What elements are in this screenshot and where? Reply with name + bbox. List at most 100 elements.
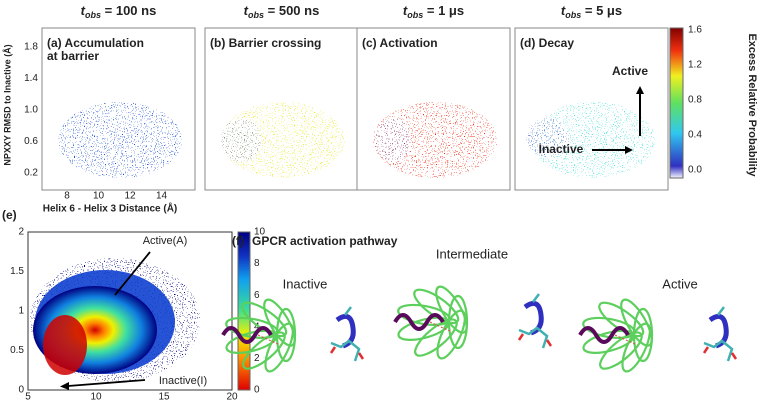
point-cloud [221,118,261,162]
stick [518,293,549,349]
annotation: Active(A) [143,235,188,247]
distance-line [429,321,453,333]
title-rest: = 100 ns [101,3,156,18]
stick [523,300,544,336]
scatter-panel: tobs = 5 μs (d) Decay [514,3,669,191]
motif-sticks [702,306,738,362]
y-tick-label: 1.0 [24,105,38,116]
annotation: Inactive [539,142,584,156]
y-tick-label: 0.6 [24,136,38,147]
protein-structure [578,298,738,373]
state-label: Inactive [283,276,328,291]
title-sub: obs [85,10,101,20]
panel-title: tobs = 100 ns [81,3,157,20]
stick [708,313,729,349]
arrow [114,251,151,296]
colorbar [669,27,684,179]
panel-label: (c) Activation [362,36,438,50]
helix [582,316,636,339]
title-rest: = 1 μs [423,3,464,18]
helix [413,288,460,325]
arrowhead [636,86,644,94]
x-axis-label: Helix 6 - Helix 3 Distance (Å) [43,202,178,215]
helix [599,331,643,370]
x-tick-label: 10 [90,392,102,402]
panel-title: GPCR activation pathway [252,234,398,248]
x-tick-label: 20 [226,392,238,402]
title-rest: = 5 μs [581,3,622,18]
x-tick-label: 14 [156,191,168,202]
stick [517,333,553,347]
helix [620,298,653,347]
protein-structure [393,285,553,360]
helix [397,303,451,326]
stick [702,346,738,360]
helix [435,285,468,334]
annotation: Inactive(I) [159,375,207,387]
y-tick-label: 1.8 [24,42,38,53]
colorbar-tick-label: 10 [254,227,266,238]
stick [329,346,365,360]
annotation-sub: 1 [640,148,645,158]
point-cloud [526,118,570,158]
stick [335,313,356,349]
y-tick-label: 0.5 [10,345,24,356]
title-t: t [403,3,408,18]
title-sub: obs [407,10,423,20]
panel-label: (d) Decay [520,36,574,50]
colorbar-tick-label: 6 [254,290,260,301]
panel-title: tobs = 1 μs [403,3,464,20]
title-t: t [81,3,86,18]
y-tick-label: 0 [18,385,24,396]
y-tick-label: 1.5 [10,266,24,277]
colorbar-label: Excess Relative Probability [746,33,758,177]
colorbar-tick-label: 8 [254,258,260,269]
panel-label: (e) [2,208,17,222]
colorbar-tick-label: 4 [254,321,260,332]
x-tick-label: 10 [93,191,105,202]
motif-sticks [517,293,553,349]
y-tick-label: 1 [18,306,24,317]
motif-sticks [329,306,365,362]
panel-label: (b) Barrier crossing [210,36,321,50]
helix [225,316,279,339]
colorbar-tick-label: 1.6 [688,25,702,36]
panel-label: at barrier [47,49,99,63]
panel-label: (f) [232,234,244,248]
y-tick-label: 0.2 [24,168,38,179]
point-cloud-dense [68,132,172,164]
helix [598,301,645,338]
colorbar-tick-label: 1.2 [688,60,702,71]
panel-title: tobs = 500 ns [244,3,320,20]
helix-highlight [393,313,445,331]
helix-highlight [221,326,273,344]
colorbar-tick-label: 0 [254,385,260,396]
colorbar-tick-label: 0.4 [688,130,702,141]
x-tick-label: 5 [25,392,31,402]
helix-highlight [578,326,630,344]
density-core [43,315,87,375]
point-cloud [375,118,411,162]
arrow [67,379,146,387]
y-tick-label: 2 [18,227,24,238]
annotation: I1 [636,141,645,158]
scatter-panel: tobs = 500 ns (b) Barrier crossing [204,3,359,191]
title-rest: = 500 ns [264,3,319,18]
x-tick-label: 12 [124,191,136,202]
x-tick-label: 8 [64,191,70,202]
stick [703,306,734,362]
title-sub: obs [248,10,264,20]
helix [414,318,458,357]
helix [263,298,296,347]
state-label: Intermediate [436,246,508,261]
title-sub: obs [565,10,581,20]
colorbar-tick-label: 2 [254,353,260,364]
colorbar-tick-label: 0.0 [688,165,702,176]
helix [242,331,286,370]
annotation-i: I [636,141,640,156]
distance-line [614,334,638,346]
title-t: t [561,3,566,18]
y-axis-label: NPXXY RMSD to Inactive (Å) [2,44,12,165]
